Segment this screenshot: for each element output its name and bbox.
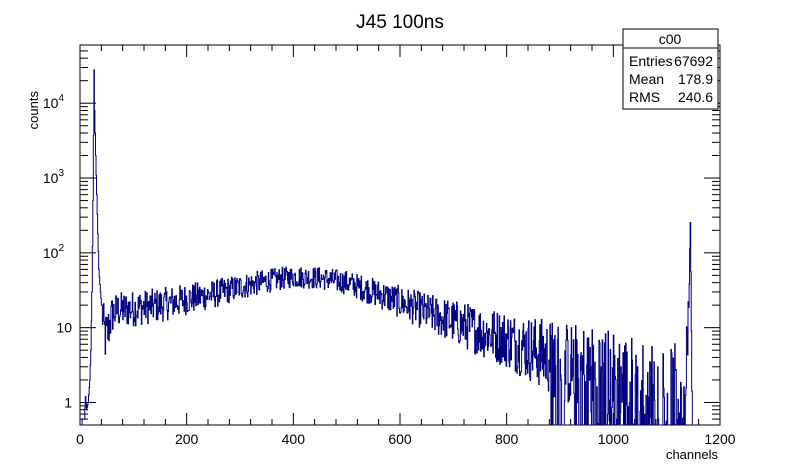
stats-mean-label: Mean: [629, 71, 664, 87]
stats-box: c00 Entries 67692 Mean 178.9 RMS 240.6: [622, 28, 719, 110]
x-tick-label: 0: [76, 431, 84, 447]
stats-rms-label: RMS: [629, 89, 660, 105]
y-tick-label: 102: [43, 243, 65, 261]
stats-box-name: c00: [659, 31, 682, 47]
x-tick-label: 600: [388, 431, 412, 447]
stats-entries-label: Entries: [629, 53, 673, 69]
stats-box-frame: [622, 28, 719, 110]
y-tick-exponent: 3: [58, 168, 64, 179]
y-tick-label: 103: [43, 168, 65, 186]
y-tick-exponent: 2: [58, 243, 64, 254]
stats-mean-value: 178.9: [678, 71, 713, 87]
stats-entries-value: 67692: [674, 53, 713, 69]
x-axis-label: channels: [666, 447, 719, 462]
axis-ticks: [79, 44, 721, 426]
x-tick-label: 400: [282, 431, 306, 447]
x-tick-label: 800: [495, 431, 519, 447]
stats-rms-value: 240.6: [678, 89, 713, 105]
y-tick-label: 1: [64, 394, 72, 410]
y-tick-exponent: 4: [58, 93, 64, 104]
chart-title: J45 100ns: [356, 12, 444, 33]
x-tick-label: 200: [175, 431, 199, 447]
y-tick-label: 104: [43, 93, 65, 111]
spectrum-series: [80, 69, 694, 426]
y-tick-labels: 1 10 102 103 104: [43, 93, 72, 410]
x-tick-label: 1000: [598, 431, 629, 447]
x-tick-labels: 0 200 400 600 800 1000 1200: [76, 431, 736, 447]
y-tick-label: 10: [56, 320, 72, 336]
x-tick-label: 1200: [704, 431, 735, 447]
y-axis-label: counts: [26, 91, 41, 130]
